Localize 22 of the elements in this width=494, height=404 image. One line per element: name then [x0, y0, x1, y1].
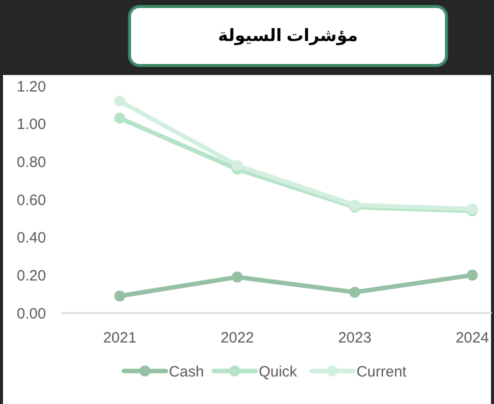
x-tick-label: 2023 — [338, 329, 372, 346]
x-tick-label: 2024 — [456, 329, 489, 346]
point — [232, 160, 243, 171]
y-tick-label: 0.80 — [16, 154, 46, 171]
point — [114, 96, 126, 107]
point — [466, 270, 478, 281]
y-tick-label: 1.00 — [16, 116, 46, 134]
legend-label: Cash — [168, 363, 204, 380]
chart-title: مؤشرات السيولة — [218, 26, 358, 46]
point — [114, 290, 126, 302]
legend-label: Quick — [258, 363, 298, 380]
x-tick-label: 2021 — [103, 329, 136, 346]
y-tick-label: 0.00 — [16, 305, 46, 322]
point — [232, 272, 243, 283]
x-tick-label: 2022 — [220, 329, 254, 346]
y-tick-label: 0.60 — [16, 192, 46, 209]
point — [114, 112, 126, 124]
point — [349, 286, 360, 298]
y-tick-label: 1.20 — [16, 78, 46, 96]
y-tick-label: 0.40 — [16, 230, 46, 247]
legend-label: Current — [356, 363, 408, 380]
y-tick-label: 0.20 — [16, 267, 46, 284]
